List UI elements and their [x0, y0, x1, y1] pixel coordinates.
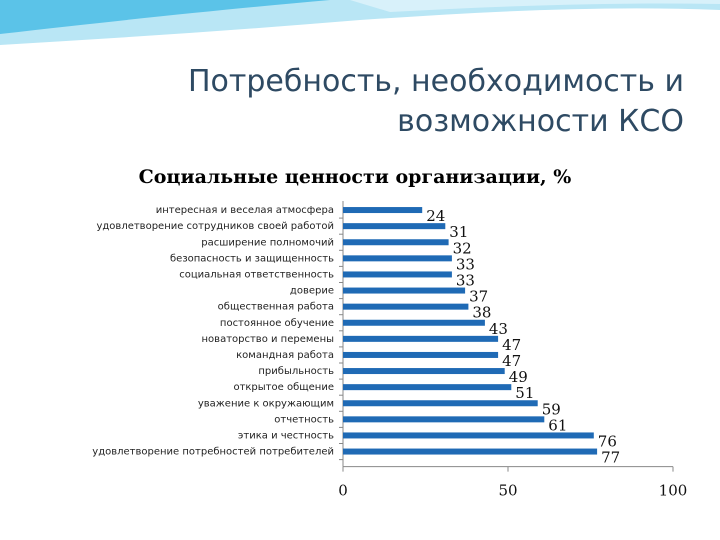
- bar: [343, 416, 545, 423]
- data-label: 31: [449, 223, 468, 241]
- data-label: 49: [509, 368, 528, 386]
- category-label: уважение к окружающим: [198, 398, 334, 409]
- bar-chart: интересная и веселая атмосфера 24 удовлетв…: [92, 201, 688, 500]
- bar: [343, 287, 466, 294]
- data-label: 32: [453, 239, 472, 257]
- bar: [343, 368, 505, 375]
- data-label: 24: [426, 207, 445, 225]
- category-label: этика и честность: [238, 430, 334, 441]
- x-tick-label: 50: [498, 482, 517, 500]
- slide-title-line-1: Потребность, необходимость и: [187, 64, 684, 99]
- bar: [343, 303, 469, 310]
- category-label: социальная ответственность: [179, 269, 334, 280]
- bar: [343, 223, 446, 230]
- bar: [343, 319, 485, 326]
- bar: [343, 448, 598, 455]
- header-decoration: [0, 0, 720, 45]
- category-label: прибыльность: [258, 366, 334, 377]
- bar: [343, 432, 594, 439]
- x-tick-label: 0: [338, 482, 348, 500]
- category-label: расширение полномочий: [201, 237, 334, 248]
- data-label: 33: [456, 271, 475, 289]
- data-label: 51: [515, 384, 534, 402]
- category-label: командная работа: [236, 350, 334, 361]
- category-label: открытое общение: [233, 382, 334, 393]
- data-label: 33: [456, 255, 475, 273]
- data-label: 38: [472, 304, 491, 322]
- category-label: удовлетворение потребностей потребителей: [92, 447, 334, 458]
- data-label: 37: [469, 288, 488, 306]
- bar: [343, 351, 499, 358]
- data-label: 43: [489, 320, 508, 338]
- data-label: 47: [502, 352, 521, 370]
- slide-title: Потребность, необходимость и возможности…: [124, 62, 684, 142]
- category-label: отчетность: [274, 414, 334, 425]
- data-label: 59: [542, 400, 561, 418]
- bar: [343, 384, 512, 391]
- bar: [343, 207, 423, 214]
- bar: [343, 255, 452, 262]
- category-label: общественная работа: [218, 302, 334, 313]
- data-label: 76: [598, 432, 617, 450]
- category-label: безопасность и защищенность: [170, 253, 334, 264]
- category-label: постоянное обучение: [220, 318, 334, 329]
- data-label: 77: [601, 449, 620, 467]
- bar: [343, 239, 449, 246]
- category-label: удовлетворение сотрудников своей работой: [96, 221, 334, 232]
- data-label: 47: [502, 336, 521, 354]
- bar: [343, 400, 538, 407]
- category-label: доверие: [290, 286, 334, 297]
- x-tick-label: 100: [659, 482, 688, 500]
- data-label: 61: [548, 416, 567, 434]
- bar: [343, 335, 499, 342]
- slide-title-line-2: возможности КСО: [397, 104, 684, 139]
- bar: [343, 271, 452, 278]
- category-label: интересная и веселая атмосфера: [156, 205, 334, 216]
- chart-title: Социальные ценности организации, %: [138, 166, 572, 188]
- category-label: новаторство и перемены: [202, 334, 334, 345]
